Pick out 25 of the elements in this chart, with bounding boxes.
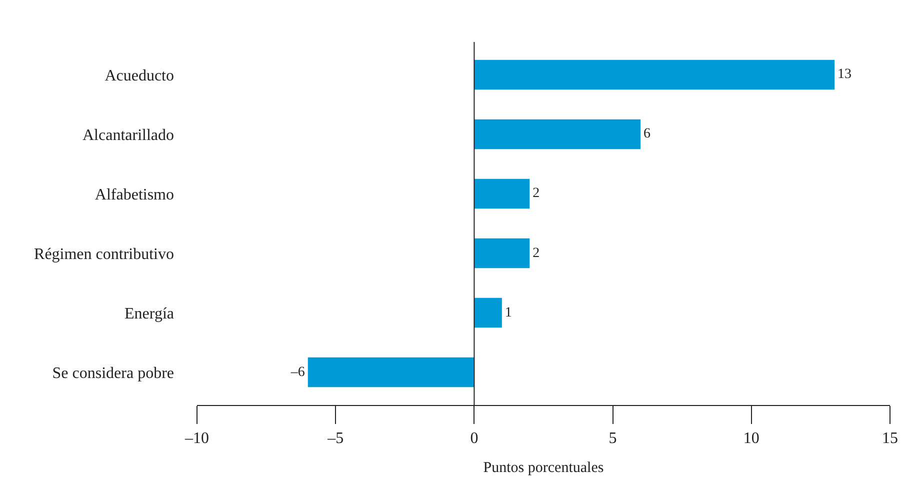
x-tick-label: 10 xyxy=(743,430,760,448)
bar xyxy=(474,60,835,90)
y-tick-label: Alfabetismo xyxy=(94,186,174,204)
y-tick-label: Energía xyxy=(124,305,174,322)
data-label: 1 xyxy=(504,305,512,320)
x-tick-label: –10 xyxy=(184,430,209,448)
x-tick-label: 0 xyxy=(470,430,478,448)
x-tick-label: –5 xyxy=(326,430,344,448)
data-label: 2 xyxy=(532,186,540,202)
x-axis-title: Puntos porcentuales xyxy=(483,460,604,476)
bar xyxy=(474,119,641,150)
y-tick-label: Alcantarillado xyxy=(82,126,174,144)
bar xyxy=(474,178,530,209)
data-label: 13 xyxy=(838,67,852,82)
y-tick-label: Régimen contributivo xyxy=(34,246,174,263)
y-tick-label: Acueducto xyxy=(104,67,174,84)
x-tick-label: 5 xyxy=(608,430,617,448)
data-label: 6 xyxy=(644,126,651,142)
y-tick-label: Se considera pobre xyxy=(52,364,174,382)
bar xyxy=(474,238,530,268)
bar xyxy=(474,298,502,328)
x-tick-label: 15 xyxy=(882,430,898,448)
bar xyxy=(308,357,474,388)
data-label: –6 xyxy=(290,364,305,380)
data-label: 2 xyxy=(532,246,540,261)
